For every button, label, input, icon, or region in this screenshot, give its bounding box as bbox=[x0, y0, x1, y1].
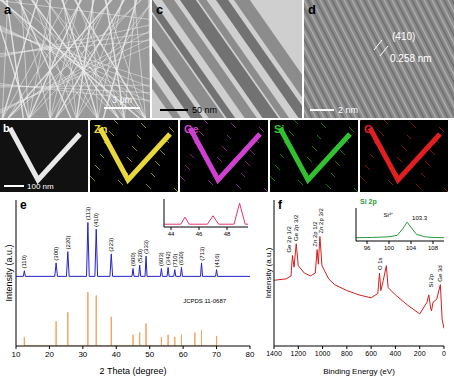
svg-text:Binding Energy (eV): Binding Energy (eV) bbox=[323, 367, 395, 376]
svg-text:1000: 1000 bbox=[315, 350, 331, 357]
svg-text:(410): (410) bbox=[93, 213, 99, 227]
svg-text:100 nm: 100 nm bbox=[27, 182, 54, 191]
svg-text:200: 200 bbox=[414, 350, 426, 357]
svg-text:(223): (223) bbox=[108, 238, 114, 252]
svg-text:d: d bbox=[308, 2, 316, 17]
svg-text:80: 80 bbox=[246, 350, 255, 359]
svg-text:96: 96 bbox=[364, 245, 371, 251]
svg-text:(220): (220) bbox=[65, 235, 71, 249]
svg-text:104: 104 bbox=[406, 245, 417, 251]
svg-text:Ge 2p 1/2: Ge 2p 1/2 bbox=[286, 226, 292, 253]
svg-text:Si⁴⁺: Si⁴⁺ bbox=[384, 212, 394, 218]
svg-text:(113): (113) bbox=[85, 207, 91, 221]
svg-text:600: 600 bbox=[365, 350, 377, 357]
svg-text:b: b bbox=[3, 122, 10, 134]
svg-text:(410): (410) bbox=[392, 31, 415, 42]
svg-text:(333): (333) bbox=[143, 240, 149, 254]
svg-text:100: 100 bbox=[384, 245, 395, 251]
svg-text:c: c bbox=[156, 2, 163, 17]
svg-text:Intensity (a.u.): Intensity (a.u.) bbox=[4, 244, 14, 301]
svg-text:(416): (416) bbox=[214, 253, 220, 267]
svg-text:44: 44 bbox=[168, 231, 175, 237]
svg-text:Zn 2p 3/2: Zn 2p 3/2 bbox=[318, 208, 324, 234]
svg-text:(710): (710) bbox=[172, 253, 178, 267]
svg-text:70: 70 bbox=[212, 350, 221, 359]
svg-text:(110): (110) bbox=[21, 255, 27, 269]
svg-text:50 nm: 50 nm bbox=[192, 105, 217, 115]
svg-text:Ge 2p 3/2: Ge 2p 3/2 bbox=[293, 214, 299, 241]
svg-text:400: 400 bbox=[390, 350, 402, 357]
svg-text:JCPDS 11-0687: JCPDS 11-0687 bbox=[183, 298, 227, 304]
svg-text:Si: Si bbox=[274, 123, 284, 135]
svg-text:Ge: Ge bbox=[184, 123, 199, 135]
svg-text:O 1s: O 1s bbox=[377, 257, 383, 270]
html-text:f: f bbox=[278, 198, 282, 212]
svg-text:Ge 3d: Ge 3d bbox=[437, 265, 443, 281]
svg-text:Zn: Zn bbox=[94, 123, 108, 135]
svg-text:0.258 nm: 0.258 nm bbox=[390, 53, 432, 64]
svg-text:1400: 1400 bbox=[266, 350, 282, 357]
svg-text:Intensity (a.u.): Intensity (a.u.) bbox=[264, 247, 273, 298]
html-text:Si 2p: Si 2p bbox=[360, 198, 377, 205]
svg-text:103.3: 103.3 bbox=[412, 215, 428, 221]
svg-text:108: 108 bbox=[428, 245, 439, 251]
svg-text:2 Theta (degree): 2 Theta (degree) bbox=[100, 366, 167, 376]
svg-text:800: 800 bbox=[341, 350, 353, 357]
svg-text:Si 2p: Si 2p bbox=[428, 273, 434, 287]
svg-text:2 nm: 2 nm bbox=[338, 105, 358, 115]
svg-text:10: 10 bbox=[12, 350, 21, 359]
svg-text:60: 60 bbox=[179, 350, 188, 359]
svg-text:50: 50 bbox=[145, 350, 154, 359]
svg-text:(630): (630) bbox=[178, 251, 184, 265]
svg-text:46: 46 bbox=[196, 231, 203, 237]
svg-text:(600): (600) bbox=[130, 252, 136, 266]
svg-text:a: a bbox=[4, 2, 12, 17]
svg-text:3 μm: 3 μm bbox=[112, 95, 132, 105]
html-text:e: e bbox=[20, 198, 27, 212]
svg-text:(300): (300) bbox=[53, 247, 59, 261]
svg-text:1200: 1200 bbox=[290, 350, 306, 357]
svg-text:48: 48 bbox=[224, 231, 231, 237]
svg-text:(603): (603) bbox=[158, 252, 164, 266]
svg-text:O: O bbox=[364, 123, 373, 135]
svg-text:Zn 2p 1/2: Zn 2p 1/2 bbox=[312, 221, 318, 247]
svg-text:20: 20 bbox=[45, 350, 54, 359]
svg-text:0: 0 bbox=[442, 350, 446, 357]
svg-text:(520): (520) bbox=[137, 249, 143, 263]
svg-text:(342): (342) bbox=[165, 251, 171, 265]
svg-text:(713): (713) bbox=[199, 247, 205, 261]
svg-text:30: 30 bbox=[78, 350, 87, 359]
svg-text:40: 40 bbox=[112, 350, 121, 359]
